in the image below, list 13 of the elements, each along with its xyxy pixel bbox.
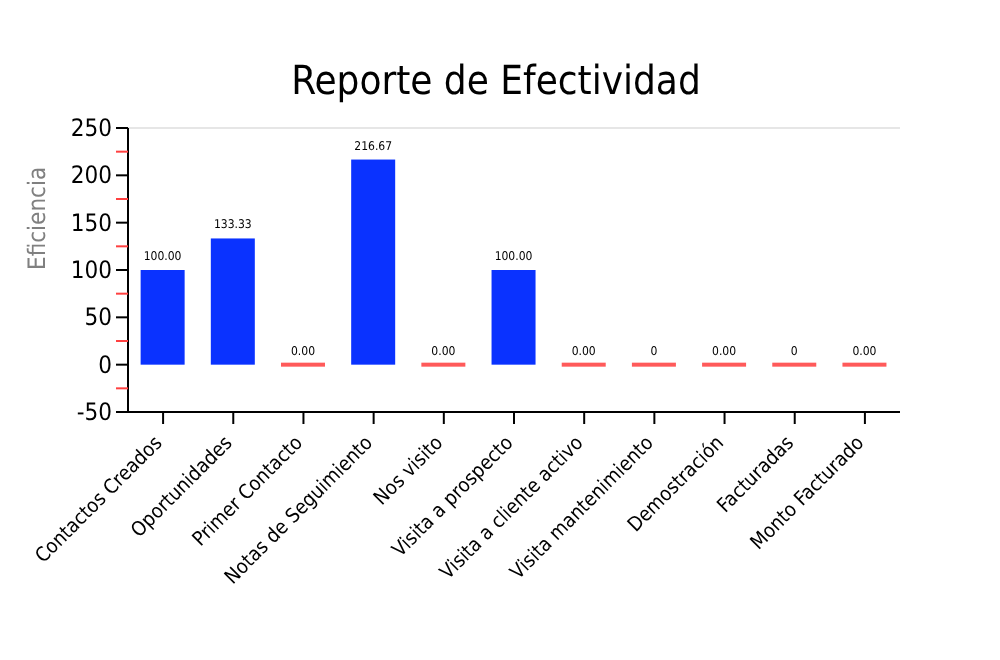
bar	[140, 270, 185, 365]
y-tick-label: 250	[70, 114, 113, 142]
y-tick-label: -50	[76, 398, 113, 426]
y-tick-label: 200	[70, 161, 113, 190]
y-axis-title: Eficiencia	[22, 166, 51, 270]
y-tick-label: 0	[98, 350, 113, 379]
bar	[351, 159, 396, 365]
bar	[491, 270, 536, 365]
y-tick-label: 50	[84, 303, 113, 332]
y-tick-label: 150	[70, 208, 113, 237]
y-tick-label: 100	[70, 256, 113, 284]
bar	[210, 238, 255, 365]
chart-title: Reporte de Efectividad	[289, 54, 703, 108]
